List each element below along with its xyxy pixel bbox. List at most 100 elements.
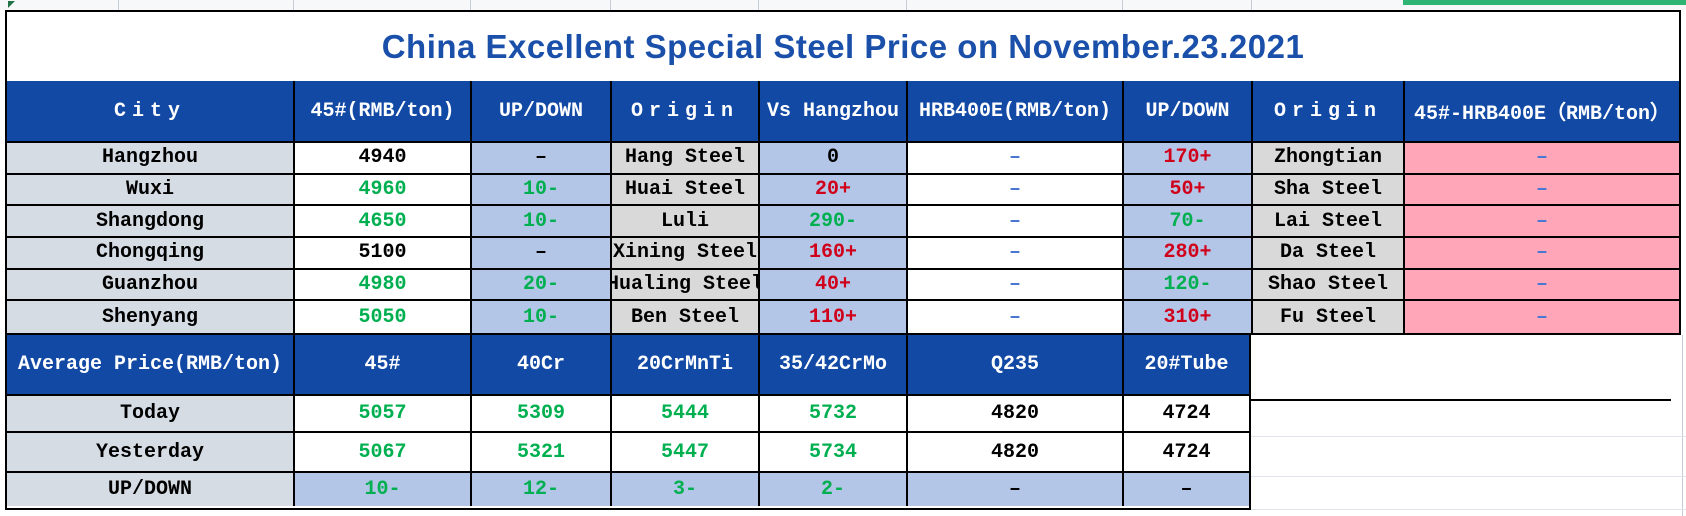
col-header-city[interactable]: City — [7, 81, 295, 143]
avg-value-cell[interactable]: 4820 — [908, 396, 1124, 433]
vs-hangzhou-cell[interactable]: 40+ — [760, 269, 908, 302]
avg-col-q235[interactable]: Q235 — [908, 335, 1124, 396]
diff-cell[interactable]: – — [1405, 206, 1679, 238]
origin1-cell[interactable]: Huai Steel — [612, 174, 760, 207]
title-band[interactable]: China Excellent Special Steel Price on N… — [7, 12, 1679, 81]
city-cell[interactable]: Shangdong — [7, 206, 295, 238]
hrb400e-cell[interactable]: – — [908, 143, 1124, 175]
avg-updown-cell[interactable]: – — [1124, 473, 1249, 506]
city-cell[interactable]: Wuxi — [7, 174, 295, 207]
page-title: China Excellent Special Steel Price on N… — [381, 27, 1305, 65]
hrb400e-cell[interactable]: – — [908, 174, 1124, 207]
avg-value-cell[interactable]: 5447 — [612, 433, 760, 473]
avg-value-cell[interactable]: 4724 — [1124, 433, 1249, 473]
average-price-grid: Average Price(RMB/ton) 45# 40Cr 20CrMnTi… — [7, 335, 1249, 508]
avg-col-3542crmo[interactable]: 35/42CrMo — [760, 335, 908, 396]
avg-value-cell[interactable]: 5732 — [760, 396, 908, 433]
col-header-updown1[interactable]: UP/DOWN — [472, 81, 612, 143]
avg-col-20tube[interactable]: 20#Tube — [1124, 335, 1249, 396]
col-header-origin2[interactable]: Origin — [1253, 81, 1405, 143]
col-header-vs-hangzhou[interactable]: Vs Hangzhou — [760, 81, 908, 143]
hrb400e-cell[interactable]: – — [908, 269, 1124, 302]
avg-updown-cell[interactable]: 3- — [612, 473, 760, 506]
updown1-cell[interactable]: 10- — [472, 174, 612, 207]
updown1-cell[interactable]: 20- — [472, 269, 612, 302]
avg-value-cell[interactable]: 5309 — [472, 396, 612, 433]
diff-cell[interactable]: – — [1405, 143, 1679, 175]
col-header-diff[interactable]: 45#-HRB400E（RMB/ton） — [1405, 81, 1679, 143]
city-cell[interactable]: Shenyang — [7, 301, 295, 333]
vs-hangzhou-cell[interactable]: 110+ — [760, 301, 908, 333]
updown2-cell[interactable]: 120- — [1124, 269, 1253, 302]
updown1-cell[interactable]: – — [472, 143, 612, 175]
origin2-cell[interactable]: Lai Steel — [1253, 206, 1405, 238]
col-header-45[interactable]: 45#(RMB/ton) — [295, 81, 472, 143]
avg-col-20crmnti[interactable]: 20CrMnTi — [612, 335, 760, 396]
origin1-cell[interactable]: Hang Steel — [612, 143, 760, 175]
origin2-cell[interactable]: Shao Steel — [1253, 269, 1405, 302]
diff-cell[interactable]: – — [1405, 269, 1679, 302]
price45-cell[interactable]: 4960 — [295, 174, 472, 207]
origin2-cell[interactable]: Fu Steel — [1253, 301, 1405, 333]
avg-col-40cr[interactable]: 40Cr — [472, 335, 612, 396]
avg-value-cell[interactable]: 4724 — [1124, 396, 1249, 433]
updown1-cell[interactable]: 10- — [472, 206, 612, 238]
updown2-cell[interactable]: 310+ — [1124, 301, 1253, 333]
avg-value-cell[interactable]: 5321 — [472, 433, 612, 473]
hrb400e-cell[interactable]: – — [908, 237, 1124, 270]
avg-value-cell[interactable]: 5067 — [295, 433, 472, 473]
avg-updown-cell[interactable]: – — [908, 473, 1124, 506]
avg-updown-cell[interactable]: 12- — [472, 473, 612, 506]
origin1-cell[interactable]: Hualing Steel — [612, 269, 760, 302]
origin1-cell[interactable]: Ben Steel — [612, 301, 760, 333]
price45-cell[interactable]: 4650 — [295, 206, 472, 238]
price45-cell[interactable]: 4940 — [295, 143, 472, 175]
vs-hangzhou-cell[interactable]: 160+ — [760, 237, 908, 270]
updown1-cell[interactable]: – — [472, 237, 612, 270]
diff-cell[interactable]: – — [1405, 174, 1679, 207]
updown1-cell[interactable]: 10- — [472, 301, 612, 333]
col-header-hrb400e[interactable]: HRB400E(RMB/ton) — [908, 81, 1124, 143]
city-cell[interactable]: Chongqing — [7, 237, 295, 270]
diff-cell[interactable]: – — [1405, 301, 1679, 333]
avg-updown-cell[interactable]: 2- — [760, 473, 908, 506]
col-header-updown2[interactable]: UP/DOWN — [1124, 81, 1253, 143]
avg-col-45[interactable]: 45# — [295, 335, 472, 396]
avg-value-cell[interactable]: 5444 — [612, 396, 760, 433]
hrb400e-cell[interactable]: – — [908, 206, 1124, 238]
city-cell[interactable]: Guanzhou — [7, 269, 295, 302]
avg-value-cell[interactable]: 4820 — [908, 433, 1124, 473]
gridline — [1682, 335, 1683, 516]
updown2-cell[interactable]: 170+ — [1124, 143, 1253, 175]
avg-corner-label[interactable]: Average Price(RMB/ton) — [7, 335, 295, 396]
vs-hangzhou-cell[interactable]: 290- — [760, 206, 908, 238]
price45-cell[interactable]: 5100 — [295, 237, 472, 270]
origin2-cell[interactable]: Da Steel — [1253, 237, 1405, 270]
hrb400e-cell[interactable]: – — [908, 301, 1124, 333]
origin1-cell[interactable]: Xining Steel — [612, 237, 760, 270]
price45-cell[interactable]: 4980 — [295, 269, 472, 302]
updown2-cell[interactable]: 50+ — [1124, 174, 1253, 207]
city-cell[interactable]: Hangzhou — [7, 143, 295, 175]
col-header-origin1[interactable]: Origin — [612, 81, 760, 143]
avg-updown-cell[interactable]: 10- — [295, 473, 472, 506]
origin1-cell[interactable]: Luli — [612, 206, 760, 238]
updown2-cell[interactable]: 280+ — [1124, 237, 1253, 270]
sheet-top-gridline-strip — [0, 0, 1686, 10]
avg-row-label[interactable]: Today — [7, 396, 295, 433]
selection-highlight-bar — [1403, 0, 1686, 5]
vs-hangzhou-cell[interactable]: 20+ — [760, 174, 908, 207]
gridline — [293, 0, 294, 10]
diff-cell[interactable]: – — [1405, 237, 1679, 270]
merged-cell-border-line — [1251, 399, 1671, 401]
origin2-cell[interactable]: Sha Steel — [1253, 174, 1405, 207]
avg-row-label[interactable]: UP/DOWN — [7, 473, 295, 506]
updown2-cell[interactable]: 70- — [1124, 206, 1253, 238]
avg-value-cell[interactable]: 5057 — [295, 396, 472, 433]
avg-row-label[interactable]: Yesterday — [7, 433, 295, 473]
avg-value-cell[interactable]: 5734 — [760, 433, 908, 473]
vs-hangzhou-cell[interactable]: 0 — [760, 143, 908, 175]
price45-cell[interactable]: 5050 — [295, 301, 472, 333]
origin2-cell[interactable]: Zhongtian — [1253, 143, 1405, 175]
